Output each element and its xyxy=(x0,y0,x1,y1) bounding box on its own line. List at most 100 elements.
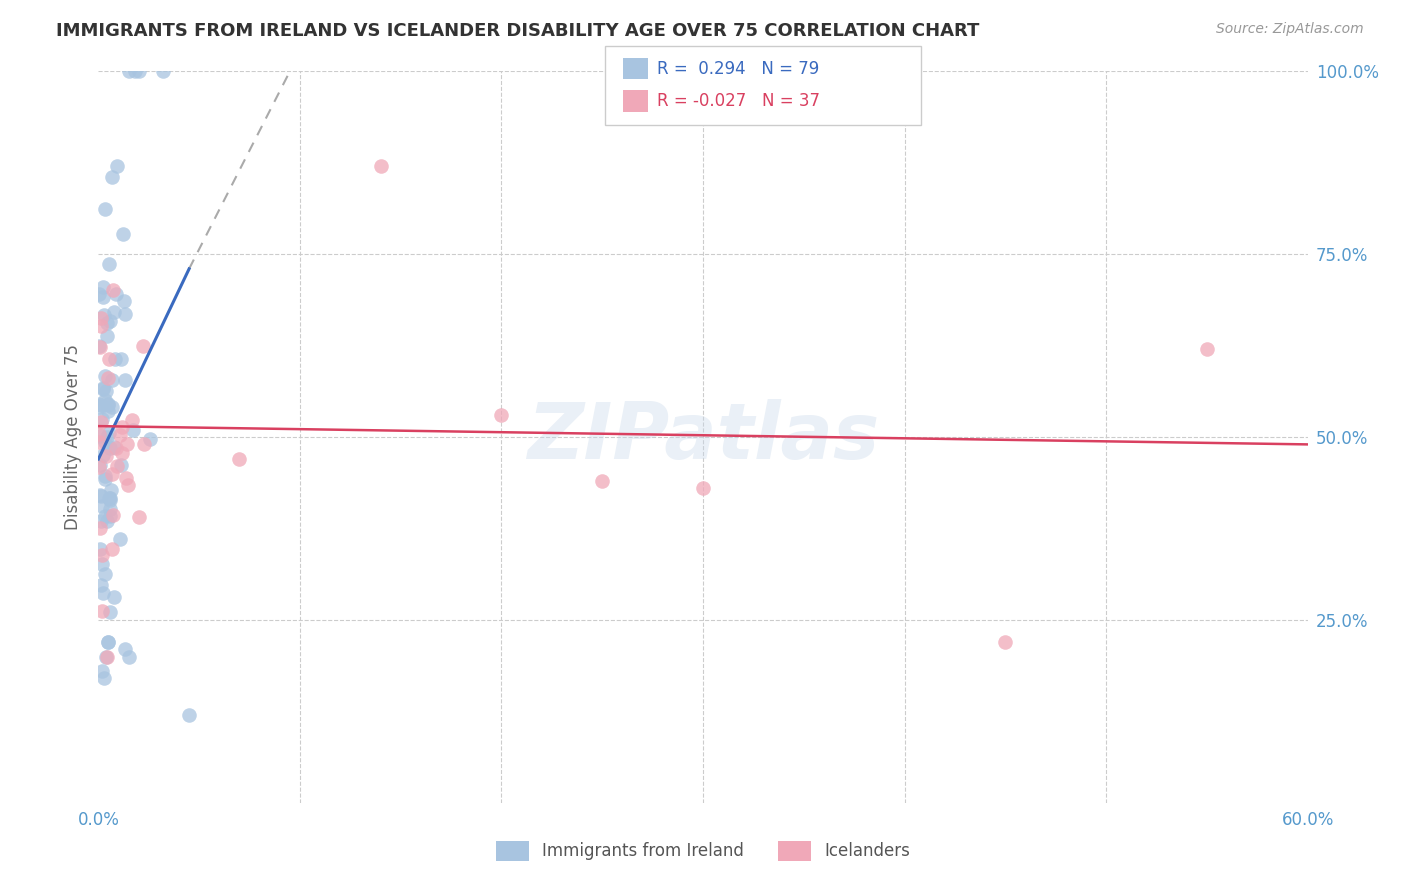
Point xyxy=(692,481,714,495)
Point xyxy=(89,400,111,414)
Point xyxy=(93,672,115,686)
Point xyxy=(96,430,118,444)
Point xyxy=(112,293,135,308)
Text: IMMIGRANTS FROM IRELAND VS ICELANDER DISABILITY AGE OVER 75 CORRELATION CHART: IMMIGRANTS FROM IRELAND VS ICELANDER DIS… xyxy=(56,22,980,40)
Point xyxy=(90,398,112,412)
Point xyxy=(89,429,111,443)
Point xyxy=(111,420,134,434)
Point xyxy=(179,708,201,723)
Point xyxy=(90,500,112,514)
Point xyxy=(491,408,513,422)
Point xyxy=(98,502,121,516)
Point xyxy=(94,471,117,485)
Point xyxy=(91,664,114,678)
Point xyxy=(94,567,117,582)
Point xyxy=(90,318,112,333)
Point xyxy=(93,508,115,523)
Point xyxy=(89,397,111,411)
Point xyxy=(96,649,118,664)
Point xyxy=(97,635,120,649)
Point xyxy=(105,458,128,473)
Point xyxy=(128,64,150,78)
Point xyxy=(104,441,127,455)
Point xyxy=(110,458,132,472)
Point xyxy=(152,64,174,78)
Point xyxy=(90,310,112,325)
Point xyxy=(89,340,111,354)
Point xyxy=(104,352,127,367)
Point xyxy=(101,400,124,414)
Point xyxy=(96,384,118,399)
Legend: Immigrants from Ireland, Icelanders: Immigrants from Ireland, Icelanders xyxy=(489,834,917,868)
Point xyxy=(89,458,111,472)
Point xyxy=(96,316,118,330)
Point xyxy=(101,284,124,298)
Point xyxy=(114,307,136,321)
Point xyxy=(98,491,121,505)
Point xyxy=(89,434,111,449)
Point xyxy=(103,440,125,454)
Point xyxy=(94,202,117,216)
Point xyxy=(108,428,131,442)
Text: R =  0.294   N = 79: R = 0.294 N = 79 xyxy=(657,60,818,78)
Point xyxy=(97,491,120,505)
Point xyxy=(108,532,131,546)
Point xyxy=(98,352,121,367)
Point xyxy=(97,398,120,412)
Point xyxy=(1195,343,1218,357)
Point xyxy=(105,160,128,174)
Point xyxy=(91,586,114,600)
Point xyxy=(98,257,121,271)
Point xyxy=(89,338,111,352)
Point xyxy=(91,605,114,619)
Point xyxy=(101,373,124,387)
Point xyxy=(101,467,124,481)
Point xyxy=(103,304,125,318)
Point xyxy=(97,397,120,411)
Point xyxy=(94,468,117,483)
Point xyxy=(370,160,392,174)
Point xyxy=(89,427,111,442)
Point xyxy=(103,590,125,604)
Point xyxy=(91,448,114,462)
Point xyxy=(98,492,121,507)
Point xyxy=(98,425,121,440)
Point xyxy=(118,649,141,664)
Point xyxy=(90,415,112,429)
Point xyxy=(91,280,114,294)
Point xyxy=(111,446,134,460)
Point xyxy=(591,474,613,488)
Point xyxy=(98,441,121,455)
Point xyxy=(100,483,122,497)
Point xyxy=(93,308,115,322)
Point xyxy=(97,635,120,649)
Point xyxy=(132,339,155,353)
Point xyxy=(103,508,125,522)
Point xyxy=(110,351,132,366)
Point xyxy=(89,459,111,474)
Point xyxy=(90,412,112,426)
Point xyxy=(98,314,121,328)
Point xyxy=(96,514,118,528)
Point xyxy=(115,437,138,451)
Point xyxy=(90,558,112,572)
Point xyxy=(93,382,115,396)
Point xyxy=(118,64,141,78)
Point xyxy=(89,488,111,502)
Point xyxy=(228,452,250,467)
Point xyxy=(138,432,160,446)
Point xyxy=(97,404,120,418)
Point xyxy=(117,478,139,492)
Text: Source: ZipAtlas.com: Source: ZipAtlas.com xyxy=(1216,22,1364,37)
Point xyxy=(91,290,114,304)
Point xyxy=(98,605,121,619)
Point xyxy=(121,413,143,427)
Point xyxy=(994,635,1017,649)
Point xyxy=(89,521,111,535)
Point xyxy=(114,642,136,657)
Point xyxy=(90,489,112,503)
Point xyxy=(94,393,117,408)
Point xyxy=(104,287,127,301)
Point xyxy=(96,449,118,463)
Point xyxy=(91,548,114,562)
